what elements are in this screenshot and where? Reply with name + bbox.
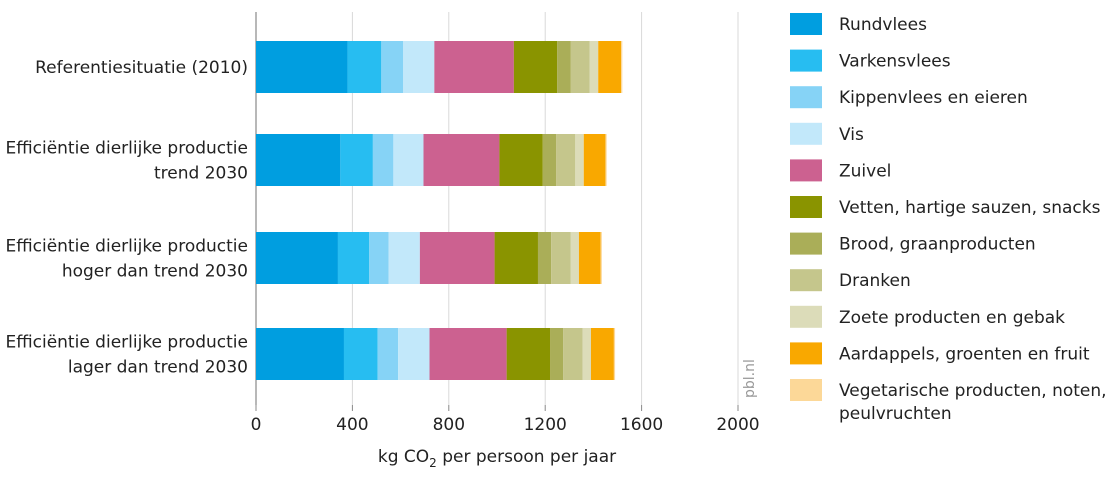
legend-swatch bbox=[790, 379, 822, 401]
legend-swatch bbox=[790, 342, 822, 365]
bar-segment bbox=[506, 328, 551, 380]
category-labels: Referentiesituatie (2010) Efficiëntie die… bbox=[5, 58, 248, 378]
x-axis-ticks: 0 400 800 1200 1600 2000 bbox=[251, 405, 760, 435]
bar-segment bbox=[583, 134, 606, 186]
watermark: pbl.nl bbox=[742, 359, 758, 398]
legend-label: Kippenvlees en eieren bbox=[839, 88, 1028, 108]
bar-segment bbox=[381, 41, 404, 93]
bar-segment bbox=[513, 41, 558, 93]
legend-label: Vis bbox=[839, 125, 864, 145]
category-label: Efficiëntie dierlijke productie bbox=[5, 139, 248, 159]
bar-segment bbox=[542, 134, 557, 186]
category-label: Efficiëntie dierlijke productie bbox=[5, 237, 248, 257]
bar-segment bbox=[589, 41, 599, 93]
bar-segment bbox=[256, 134, 341, 186]
legend-label: Vegetarische producten, noten, bbox=[839, 381, 1107, 401]
bar-segment bbox=[613, 328, 616, 380]
bar-segment bbox=[347, 41, 382, 93]
legend-label: Zuivel bbox=[839, 161, 891, 181]
legend-swatch bbox=[790, 49, 822, 72]
legend-swatch bbox=[790, 196, 822, 218]
bar-segment bbox=[499, 134, 543, 186]
bar-segment bbox=[605, 134, 607, 186]
bar-segment bbox=[434, 41, 514, 93]
bar-segment bbox=[575, 134, 584, 186]
legend-swatch bbox=[790, 269, 822, 292]
x-axis-label: kg CO2 per persoon per jaar bbox=[378, 447, 616, 470]
bar-segment bbox=[343, 328, 378, 380]
bar-segment bbox=[398, 328, 430, 380]
category-label: trend 2030 bbox=[154, 164, 248, 184]
legend-label: Aardappels, groenten en fruit bbox=[839, 344, 1090, 364]
bar-segment bbox=[377, 328, 399, 380]
bar-segment bbox=[256, 232, 338, 284]
bar-segment bbox=[550, 328, 564, 380]
bar-segment bbox=[537, 232, 552, 284]
x-tick-label: 1600 bbox=[620, 415, 663, 435]
x-tick-label: 800 bbox=[433, 415, 465, 435]
bar-segment bbox=[494, 232, 538, 284]
bar-segment bbox=[369, 232, 389, 284]
legend-swatch bbox=[790, 159, 822, 182]
bar-segment bbox=[551, 232, 571, 284]
bar-segment bbox=[337, 232, 370, 284]
bar-segment bbox=[372, 134, 394, 186]
legend-swatch bbox=[790, 13, 822, 35]
bar-segment bbox=[419, 232, 495, 284]
legend-label: Varkensvlees bbox=[839, 52, 951, 72]
bar-segment bbox=[403, 41, 435, 93]
bar-segment bbox=[388, 232, 420, 284]
bar-segment bbox=[582, 328, 591, 380]
bar-segment bbox=[570, 41, 590, 93]
legend-label: peulvruchten bbox=[839, 404, 952, 424]
x-tick-label: 1200 bbox=[524, 415, 567, 435]
legend-label: Zoete producten en gebak bbox=[839, 308, 1065, 328]
bar-segment bbox=[556, 134, 576, 186]
bar-segment bbox=[393, 134, 424, 186]
category-label: Efficiëntie dierlijke productie bbox=[5, 333, 248, 353]
legend-label: Vetten, hartige sauzen, snacks bbox=[839, 198, 1101, 218]
bar-segment bbox=[578, 232, 601, 284]
bars bbox=[256, 41, 623, 380]
bar-segment bbox=[590, 328, 614, 380]
bar-segment bbox=[256, 41, 348, 93]
bar-segment bbox=[557, 41, 571, 93]
legend-swatch bbox=[790, 305, 822, 328]
legend-swatch bbox=[790, 122, 822, 145]
legend-label: Brood, graanproducten bbox=[839, 235, 1036, 255]
x-tick-label: 0 bbox=[251, 415, 262, 435]
bar-segment bbox=[563, 328, 583, 380]
bar-segment bbox=[621, 41, 623, 93]
category-label: hoger dan trend 2030 bbox=[62, 262, 248, 282]
legend-swatch bbox=[790, 232, 822, 255]
category-label: lager dan trend 2030 bbox=[68, 358, 248, 378]
bar-segment bbox=[340, 134, 373, 186]
legend: Rundvlees Varkensvlees Kippenvlees en eier… bbox=[790, 13, 1107, 424]
x-tick-label: 2000 bbox=[716, 415, 759, 435]
category-label: Referentiesituatie (2010) bbox=[35, 58, 248, 78]
bar-segment bbox=[570, 232, 579, 284]
x-tick-label: 400 bbox=[336, 415, 368, 435]
bar-segment bbox=[429, 328, 507, 380]
bar-segment bbox=[423, 134, 500, 186]
legend-label: Rundvlees bbox=[839, 15, 927, 35]
bar-segment bbox=[600, 232, 602, 284]
bar-segment bbox=[598, 41, 622, 93]
legend-swatch bbox=[790, 86, 822, 109]
legend-label: Dranken bbox=[839, 271, 911, 291]
bar-segment bbox=[256, 328, 344, 380]
